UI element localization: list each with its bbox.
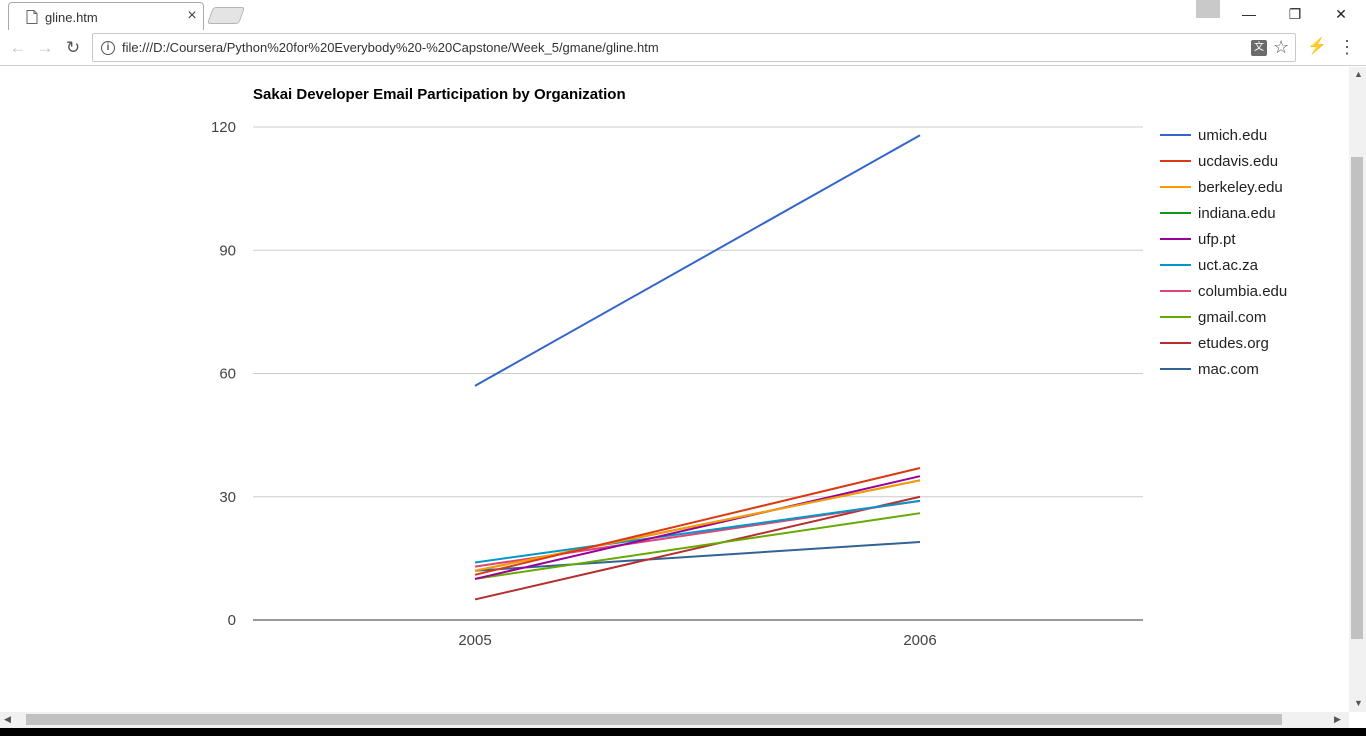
- legend-label: etudes.org: [1198, 335, 1269, 352]
- legend-label: berkeley.edu: [1198, 179, 1283, 196]
- line-chart: Sakai Developer Email Participation by O…: [211, 86, 1287, 649]
- series-line-mac-com: [474, 540, 921, 572]
- bookmark-star-icon[interactable]: ☆: [1273, 37, 1290, 57]
- x-tick-label: 2006: [903, 632, 936, 649]
- x-tick-label: 2005: [458, 632, 491, 649]
- browser-toolbar: ← → ↻ i file:///D:/Coursera/Python%20for…: [0, 30, 1366, 66]
- series-line-etudes-org: [474, 495, 921, 601]
- series-line-ucdavis-edu: [474, 467, 921, 576]
- url-text[interactable]: file:///D:/Coursera/Python%20for%20Every…: [122, 40, 659, 55]
- legend-label: mac.com: [1198, 361, 1259, 378]
- info-icon[interactable]: i: [101, 41, 115, 55]
- scroll-down-icon[interactable]: ▼: [1354, 698, 1363, 708]
- restore-button[interactable]: ❐: [1288, 6, 1302, 22]
- tab-close-icon[interactable]: ×: [187, 7, 197, 24]
- translate-icon[interactable]: 文: [1251, 40, 1267, 56]
- scroll-up-icon[interactable]: ▲: [1354, 69, 1363, 79]
- series-line-ufp-pt: [474, 475, 921, 580]
- y-tick-label: 60: [219, 366, 236, 383]
- y-tick-label: 0: [228, 612, 236, 629]
- series-line-uct-ac-za: [474, 499, 921, 564]
- gridlines: [253, 126, 1143, 621]
- y-tick-label: 30: [219, 489, 236, 506]
- extension-icon[interactable]: ⚡: [1307, 38, 1327, 55]
- new-tab-button[interactable]: [206, 7, 246, 24]
- tab-title: gline.htm: [45, 10, 98, 25]
- tab-gline[interactable]: gline.htm ×: [8, 2, 204, 30]
- legend-label: umich.edu: [1198, 127, 1267, 144]
- back-arrow-icon[interactable]: ←: [9, 38, 27, 57]
- chart-title: Sakai Developer Email Participation by O…: [253, 86, 626, 103]
- scroll-right-icon[interactable]: ▶: [1334, 714, 1341, 724]
- scroll-left-icon[interactable]: ◀: [4, 714, 11, 724]
- profile-avatar-icon[interactable]: [1196, 0, 1220, 18]
- legend-label: ufp.pt: [1198, 231, 1236, 248]
- legend-label: columbia.edu: [1198, 283, 1287, 300]
- reload-icon[interactable]: ↻: [65, 38, 81, 57]
- minimize-button[interactable]: —: [1242, 6, 1256, 22]
- forward-arrow-icon[interactable]: →: [36, 38, 54, 57]
- tab-strip: gline.htm × — ❐ ✕: [0, 0, 1366, 30]
- series-lines: [474, 134, 921, 601]
- menu-icon[interactable]: ⋮: [1338, 37, 1356, 57]
- legend-label: uct.ac.za: [1198, 257, 1259, 274]
- address-bar[interactable]: i file:///D:/Coursera/Python%20for%20Eve…: [92, 33, 1296, 62]
- series-line-gmail-com: [474, 512, 921, 580]
- page-content: Sakai Developer Email Participation by O…: [0, 67, 1349, 712]
- taskbar: [0, 728, 1366, 736]
- horizontal-scroll-thumb[interactable]: [26, 714, 1282, 725]
- series-line-umich-edu: [474, 134, 921, 387]
- legend-label: ucdavis.edu: [1198, 153, 1278, 170]
- x-axis-labels: 2005 2006: [458, 632, 936, 649]
- legend-label: gmail.com: [1198, 309, 1266, 326]
- vertical-scroll-thumb[interactable]: [1351, 157, 1363, 639]
- page-icon: [26, 10, 38, 24]
- y-tick-label: 90: [219, 242, 236, 259]
- series-line-berkeley-edu: [474, 479, 921, 572]
- legend: umich.edu ucdavis.edu berkeley.edu indiana.…: [1160, 127, 1287, 378]
- legend-label: indiana.edu: [1198, 205, 1276, 222]
- y-axis-labels: 0 30 60 90 120: [211, 119, 236, 629]
- y-tick-label: 120: [211, 119, 236, 136]
- window-close-button[interactable]: ✕: [1335, 6, 1347, 22]
